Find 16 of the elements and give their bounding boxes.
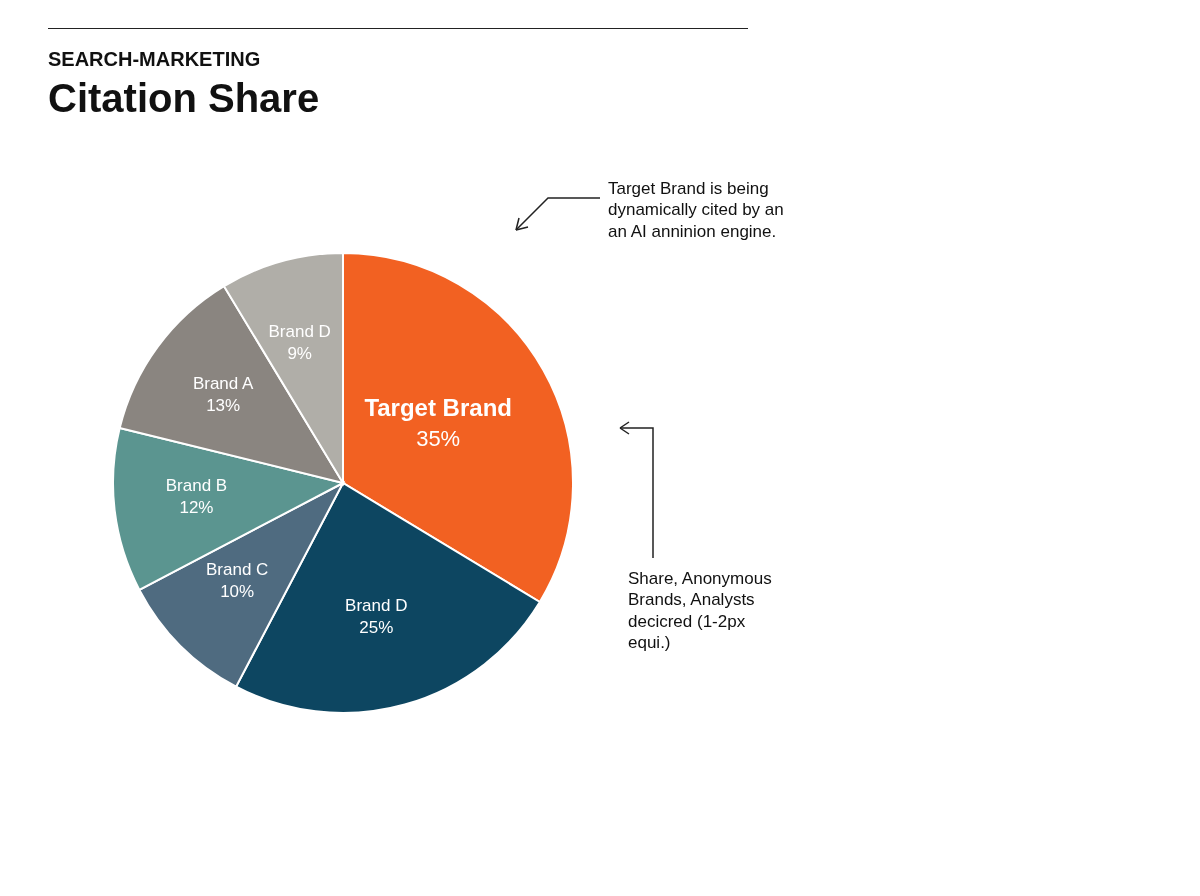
data-label: 25% (359, 618, 394, 638)
slice-label: Brand B (165, 476, 228, 496)
data-label: 9% (287, 343, 312, 363)
slice-label: Target Brand (364, 393, 512, 421)
data-label: 10% (220, 581, 255, 601)
slice-label: Brand D (268, 321, 331, 341)
slice-label: Brand A (192, 374, 255, 394)
slice-label: Brand C (205, 559, 269, 579)
text: Target Brand is being dynamically cited by an an AI anninion engine. (608, 178, 785, 242)
chart-subtitle: SEARCH-MARKETING (48, 48, 261, 71)
data-label: 35% (416, 425, 461, 451)
slice-label: Brand D (345, 596, 408, 616)
text: Share, Anonymous Brands, Analysts decicred (1-2px equi.) (628, 568, 773, 653)
chart-title: Citation Share (48, 76, 320, 121)
data-label: 12% (179, 498, 214, 518)
data-label: 13% (206, 396, 241, 416)
